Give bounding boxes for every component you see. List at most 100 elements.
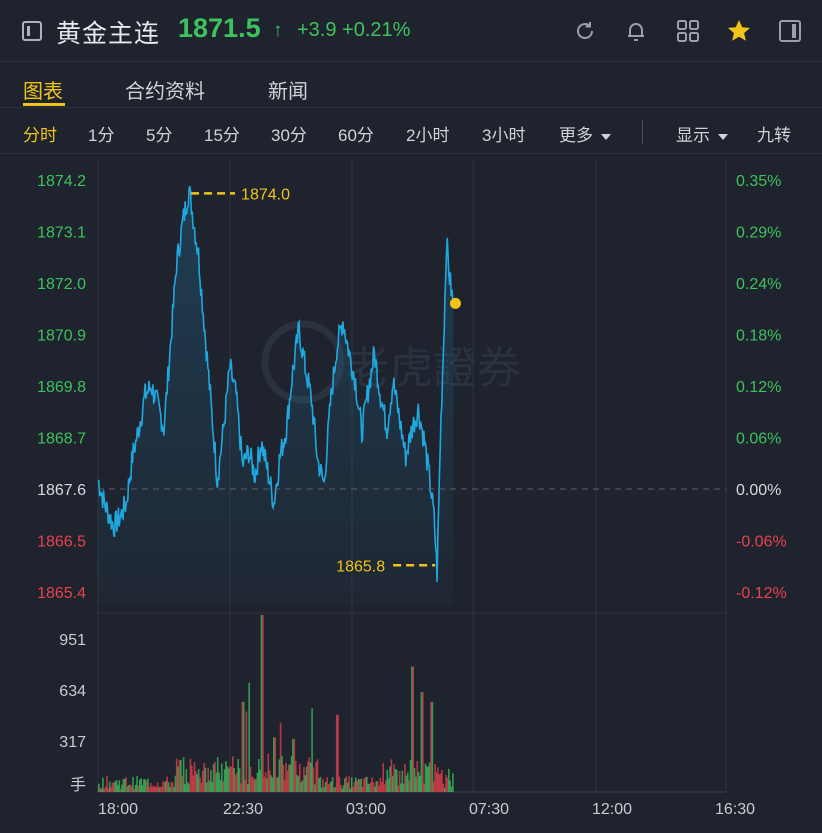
volume-bar — [199, 777, 201, 792]
volume-bar — [294, 760, 297, 792]
volume-bar — [236, 772, 238, 792]
volume-bar — [435, 772, 438, 792]
price-tick-label: 1869.8 — [37, 379, 86, 396]
period-1min[interactable]: 1分 — [88, 126, 115, 145]
volume-bar — [445, 775, 447, 792]
volume-bar — [334, 786, 337, 792]
period-5min[interactable]: 5分 — [146, 126, 173, 145]
volume-bar — [389, 766, 391, 792]
volume-bar — [166, 776, 168, 792]
price-change: +3.9 +0.21% — [297, 19, 410, 42]
period-15min[interactable]: 15分 — [204, 126, 240, 145]
refresh-icon[interactable] — [571, 17, 599, 45]
volume-bar — [345, 776, 347, 792]
volume-tick-label: 951 — [59, 632, 86, 649]
volume-bar — [340, 785, 342, 792]
volume-bar — [232, 756, 234, 792]
period-2hour[interactable]: 2小时 — [406, 126, 450, 145]
volume-bar — [350, 777, 353, 792]
volume-bar — [204, 767, 207, 792]
volume-bar — [251, 776, 253, 792]
period-intraday[interactable]: 分时 — [23, 126, 57, 145]
price-tick-label: 1870.9 — [37, 328, 86, 345]
tab-news[interactable]: 新闻 — [268, 81, 308, 103]
volume-bar — [117, 784, 119, 792]
tab-chart[interactable]: 图表 — [23, 81, 63, 103]
volume-bar — [443, 787, 446, 792]
volume-bar — [361, 787, 364, 792]
percent-tick-label: 0.00% — [736, 482, 781, 499]
star-icon[interactable] — [725, 17, 753, 45]
volume-bar — [141, 785, 144, 792]
volume-unit-label: 手 — [70, 776, 86, 794]
volume-bar — [363, 778, 365, 792]
volume-bar — [134, 784, 137, 792]
volume-bar — [238, 768, 241, 792]
volume-bar — [130, 785, 133, 792]
back-icon[interactable] — [22, 21, 42, 41]
volume-bar — [189, 759, 192, 792]
period-more-label: 更多 — [559, 126, 593, 145]
tab-contract-info[interactable]: 合约资料 — [125, 81, 205, 103]
volume-bar — [319, 776, 322, 792]
volume-bar — [312, 767, 315, 792]
volume-bar — [210, 770, 212, 792]
volume-bar — [409, 760, 412, 792]
volume-bar — [227, 768, 230, 792]
volume-bar — [348, 776, 350, 792]
nine-turn-indicator[interactable]: 九转 — [757, 126, 791, 145]
percent-axis: 0.35% 0.29% 0.24% 0.18% 0.12% 0.06% 0.00% -0.06… — [736, 173, 787, 602]
header: 黄金主连 1871.5 ↑ +3.9 +0.21% — [0, 0, 822, 62]
volume-bar — [398, 771, 401, 792]
volume-bar — [137, 786, 140, 792]
period-60min[interactable]: 60分 — [338, 126, 374, 145]
volume-bar — [452, 773, 454, 792]
volume-bar — [288, 764, 290, 792]
bell-icon[interactable] — [622, 17, 650, 45]
volume-bar — [253, 779, 256, 792]
volume-bar — [122, 779, 125, 792]
volume-bar — [382, 763, 384, 792]
price-area-fill — [98, 186, 454, 606]
volume-bar — [434, 764, 436, 792]
volume-axis: 951 634 317 手 — [59, 632, 86, 794]
volume-bar — [278, 759, 281, 792]
volume-bar — [124, 778, 126, 792]
volume-bar — [431, 701, 434, 792]
volume-bar — [263, 776, 265, 792]
volume-bar — [233, 768, 235, 792]
volume-bar — [104, 786, 107, 792]
volume-bar — [423, 783, 425, 792]
grid-icon[interactable] — [674, 17, 702, 45]
volume-bar — [309, 762, 312, 792]
period-3hour[interactable]: 3小时 — [482, 126, 526, 145]
volume-bar — [240, 783, 242, 792]
volume-bar — [379, 777, 382, 792]
volume-bar — [386, 769, 389, 792]
volume-bar — [407, 772, 409, 792]
volume-bar — [226, 766, 229, 792]
sidebar-icon[interactable] — [776, 17, 804, 45]
volume-bar — [121, 784, 123, 792]
volume-bar — [420, 692, 423, 792]
display-dropdown[interactable]: 显示 — [676, 121, 728, 146]
volume-bar — [148, 787, 151, 792]
chevron-down-icon — [718, 133, 728, 140]
volume-bar — [374, 786, 376, 792]
volume-bar — [201, 771, 204, 792]
volume-bar — [255, 778, 257, 792]
period-more-dropdown[interactable]: 更多 — [559, 121, 611, 146]
last-price-dot — [449, 297, 461, 309]
volume-bar — [152, 785, 155, 792]
volume-bar — [248, 682, 250, 792]
volume-bar — [191, 765, 193, 792]
volume-bar — [128, 785, 130, 792]
volume-bar — [372, 782, 375, 792]
volume-bar — [264, 772, 267, 792]
volume-bar — [342, 785, 345, 792]
low-price-label: 1865.8 — [336, 558, 385, 575]
volume-bar — [174, 775, 177, 792]
volume-bar — [400, 783, 402, 792]
period-30min[interactable]: 30分 — [271, 126, 307, 145]
